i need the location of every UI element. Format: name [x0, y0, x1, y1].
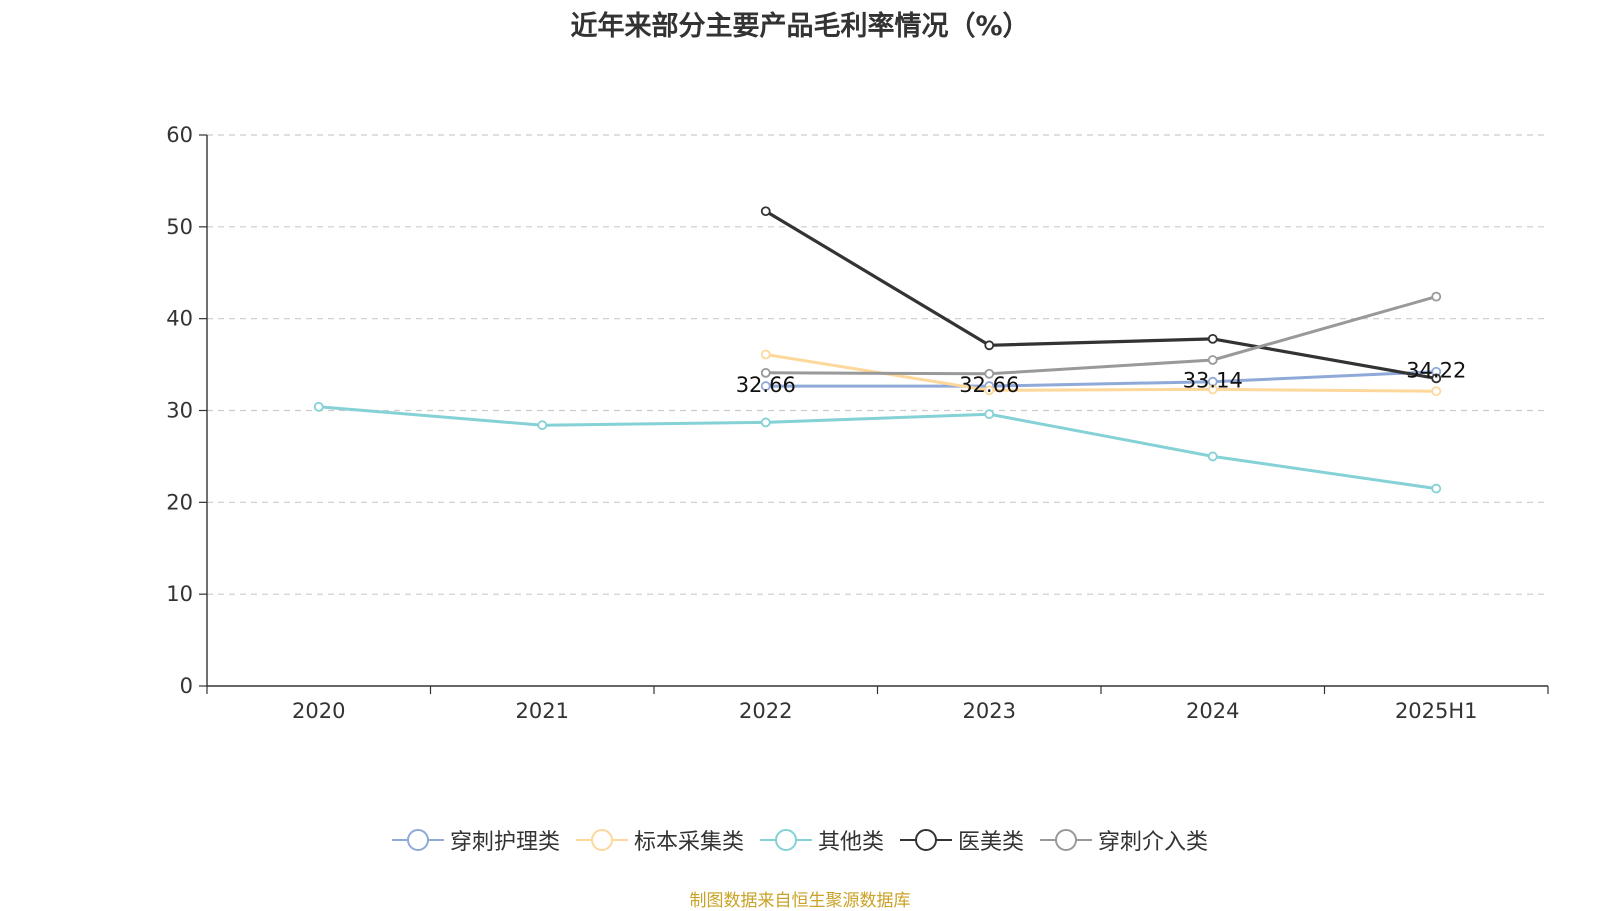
data-label-2023: 32.66 [959, 373, 1019, 397]
series-1-point-2024 [1207, 384, 1218, 395]
series-3-point-2024 [1207, 333, 1218, 344]
y-tick-label-40: 40 [166, 307, 193, 331]
series-4-point-2023 [984, 368, 995, 379]
series-4-point-2024 [1207, 355, 1218, 365]
series-1-point-2022 [760, 349, 771, 360]
y-tick-label-60: 60 [166, 123, 193, 147]
data-label-2024: 33.14 [1183, 369, 1243, 393]
x-tick-label-2023: 2023 [963, 699, 1016, 723]
series-2-point-2024 [1207, 451, 1218, 462]
series-1-point-2025H1 [1431, 386, 1442, 397]
series-2-point-2022 [760, 417, 771, 428]
y-tick-label-30: 30 [166, 399, 193, 423]
legend-item-1[interactable]: 标本采集类 [575, 824, 744, 856]
legend-item-4[interactable]: 穿刺介入类 [1040, 824, 1208, 856]
legend-marker-icon [1040, 828, 1093, 852]
series-4-point-2025H1 [1431, 291, 1442, 302]
y-tick-label-50: 50 [166, 215, 193, 239]
legend-marker-icon [759, 828, 812, 852]
series-lines [313, 206, 1442, 494]
data-labels: 32.66 32.66 33.14 34.22 [736, 359, 1467, 397]
series-3-point-2022 [760, 206, 771, 217]
series-0-point-2022 [760, 381, 771, 391]
legend-item-3[interactable]: 医美类 [900, 824, 1024, 856]
series-line-0 [765, 370, 1437, 388]
legend: 穿刺护理类 标本采集类 其他类 医美类 穿刺介入类 [0, 824, 1600, 856]
x-tick-label-2022: 2022 [739, 699, 792, 723]
legend-label: 穿刺护理类 [449, 830, 560, 855]
series-2-point-2025H1 [1431, 483, 1442, 494]
legend-label: 其他类 [817, 830, 884, 855]
x-tick-label-2025H1: 2025H1 [1395, 699, 1478, 723]
legend-label: 穿刺介入类 [1098, 830, 1209, 855]
series-3-point-2023 [984, 340, 995, 351]
y-tick-label-10: 10 [166, 582, 193, 606]
legend-marker-icon [900, 828, 952, 852]
x-tick-label-2021: 2021 [516, 699, 569, 723]
series-2-point-2021 [537, 420, 548, 431]
data-label-2022: 32.66 [736, 373, 796, 397]
series-line-3 [764, 209, 1437, 380]
x-tick-label-2024: 2024 [1186, 699, 1239, 723]
source-note: 制图数据来自恒生聚源数据库 [689, 891, 911, 911]
series-2-point-2020 [313, 401, 324, 412]
y-tick-label-20: 20 [166, 490, 193, 514]
series-2-point-2023 [984, 409, 995, 420]
legend-item-2[interactable]: 其他类 [759, 824, 884, 856]
grid-lines [207, 134, 1548, 595]
data-label-2025H1: 34.22 [1406, 359, 1466, 383]
series-line-4 [765, 295, 1437, 376]
chart-title: 近年来部分主要产品毛利率情况（%） [570, 11, 1030, 42]
y-tick-label-0: 0 [180, 674, 193, 698]
series-1-point-2023 [984, 385, 995, 396]
legend-item-0[interactable]: 穿刺护理类 [391, 824, 560, 856]
x-tick-label-2020: 2020 [292, 699, 345, 723]
axes: 0 10 20 30 40 50 60 2020 2021 2022 2023 2024 2025H1 [166, 123, 1549, 723]
legend-label: 医美类 [958, 830, 1025, 855]
series-4-point-2022 [760, 367, 771, 378]
legend-label: 标本采集类 [633, 830, 744, 855]
legend-marker-icon [391, 828, 444, 852]
series-line-2 [318, 405, 1437, 491]
series-3-point-2025H1 [1431, 373, 1442, 384]
legend-marker-icon [575, 828, 628, 852]
